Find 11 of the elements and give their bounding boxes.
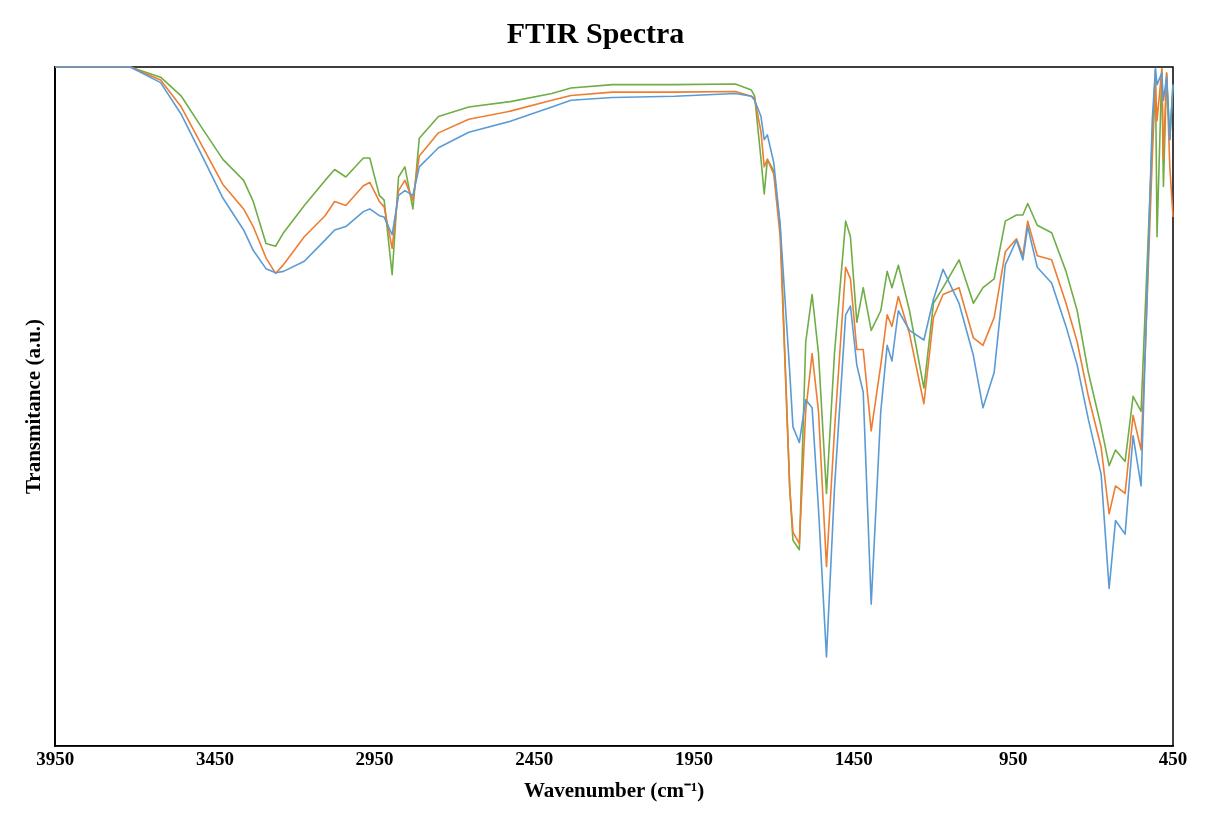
x-tick-label: 3450	[195, 748, 234, 770]
x-tick-label: 3950	[36, 748, 75, 770]
x-tick-label: 1950	[674, 748, 713, 770]
x-tick-label: 950	[999, 748, 1028, 770]
chart-title: FTIR Spectra	[506, 15, 685, 49]
x-axis-title: Wavenumber (cm⁻¹)	[523, 777, 705, 802]
y-axis-title: Transmitance (a.u.)	[21, 318, 46, 495]
x-tick-label: 2450	[515, 748, 554, 770]
x-tick-label: 2950	[355, 748, 394, 770]
x-tick-label: 450	[1158, 748, 1188, 770]
x-tick-label: 1450	[834, 748, 873, 770]
